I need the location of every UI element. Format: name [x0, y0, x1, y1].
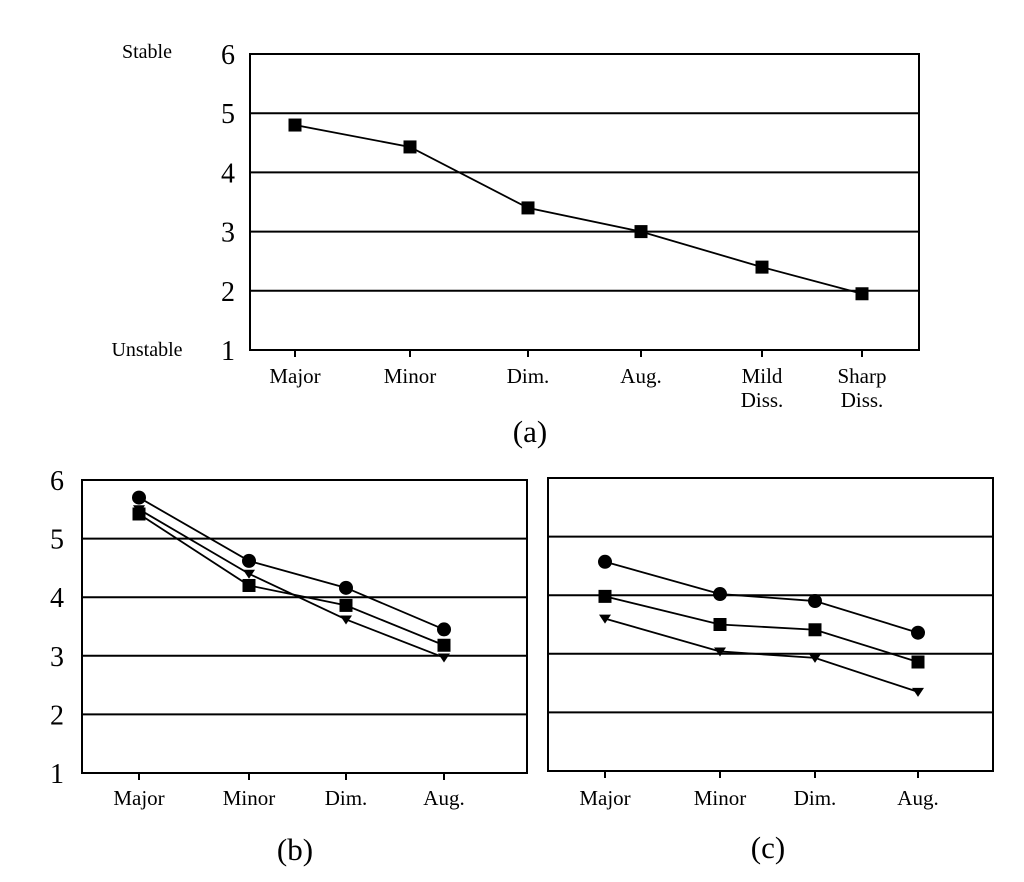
data-point-circle: [911, 625, 925, 640]
x-tick-label: Aug.: [620, 364, 661, 388]
y-tick-label: 5: [50, 525, 64, 556]
data-point-square: [288, 118, 302, 132]
plot-frame: [547, 477, 994, 772]
data-point-triangle-down: [340, 615, 352, 625]
series-line: [604, 560, 919, 634]
series-line: [138, 496, 445, 631]
y-top-label: Stable: [122, 41, 172, 63]
y-tick-label: 1: [50, 759, 64, 790]
data-point-square: [339, 598, 353, 612]
y-tick-label: 6: [50, 466, 64, 497]
y-tick-label: 1: [221, 336, 235, 367]
data-point-square: [855, 287, 869, 301]
y-tick-label: 2: [221, 277, 235, 308]
series-square: [288, 118, 869, 301]
data-point-triangle-down: [714, 647, 726, 657]
panel-label: (a): [513, 414, 547, 449]
data-point-circle: [437, 622, 451, 637]
series-circle: [598, 554, 925, 640]
x-tick-label: Minor: [384, 364, 437, 388]
series-line: [604, 617, 919, 693]
y-tick-label: 5: [221, 99, 235, 130]
data-point-circle: [242, 553, 256, 568]
x-tick-label: Major: [113, 786, 164, 810]
data-point-square: [911, 655, 925, 669]
y-tick-label: 6: [221, 40, 235, 71]
series-line: [604, 595, 919, 663]
series-circle: [132, 490, 451, 637]
series-square: [598, 589, 925, 669]
series-line: [138, 508, 445, 659]
chart-panel-b: 1 2 3 4 5 6 Major Minor Dim. Aug. (b): [50, 466, 528, 867]
x-tick-label: Major: [579, 786, 630, 810]
data-point-triangle-down: [438, 653, 450, 663]
x-tick-label: Dim.: [794, 786, 837, 810]
y-bottom-label: Unstable: [111, 339, 182, 361]
data-point-triangle-down: [912, 687, 924, 697]
data-point-triangle-down: [243, 569, 255, 579]
y-tick-label: 4: [50, 583, 64, 614]
series-triangle-down: [599, 614, 924, 697]
series-square: [132, 507, 451, 652]
x-tick-label: Mild Diss.: [741, 364, 784, 412]
x-tick-label: Minor: [223, 786, 276, 810]
data-point-circle: [808, 594, 822, 609]
data-point-square: [598, 589, 612, 603]
y-tick-label: 2: [50, 700, 64, 731]
data-point-triangle-down: [599, 614, 611, 624]
data-point-square: [755, 260, 769, 274]
series-line: [294, 124, 863, 295]
y-tick-label: 3: [50, 642, 64, 673]
x-tick-label: Dim.: [507, 364, 550, 388]
x-tick-label: Aug.: [423, 786, 464, 810]
data-point-square: [403, 140, 417, 154]
data-point-square: [242, 578, 256, 592]
chart-panel-a: 1 2 3 4 5 6 Major Minor Dim. Aug. Mild Diss. Sharp Di…: [111, 40, 920, 449]
y-tick-label: 4: [221, 158, 235, 189]
y-tick-label: 3: [221, 218, 235, 249]
x-tick-label: Minor: [694, 786, 747, 810]
data-point-square: [521, 201, 535, 215]
data-point-square: [808, 623, 822, 637]
x-tick-label: Sharp Diss.: [838, 364, 887, 412]
x-tick-label: Dim.: [325, 786, 368, 810]
data-point-square: [634, 225, 648, 239]
series-line: [138, 513, 445, 647]
series-triangle-down: [133, 505, 450, 663]
data-point-circle: [598, 554, 612, 569]
data-point-circle: [713, 587, 727, 602]
data-point-square: [437, 638, 451, 652]
x-tick-label: Major: [269, 364, 320, 388]
data-point-circle: [339, 580, 353, 595]
panel-label: (c): [751, 830, 785, 865]
data-point-triangle-down: [809, 653, 821, 663]
x-tick-label: Aug.: [897, 786, 938, 810]
plot-frame: [81, 479, 528, 774]
data-point-square: [713, 618, 727, 631]
panel-label: (b): [277, 832, 313, 867]
data-point-circle: [132, 490, 146, 505]
chart-panel-c: Major Minor Dim. Aug. (c): [547, 477, 994, 865]
data-point-triangle-down: [133, 505, 145, 515]
plot-frame: [249, 53, 920, 351]
